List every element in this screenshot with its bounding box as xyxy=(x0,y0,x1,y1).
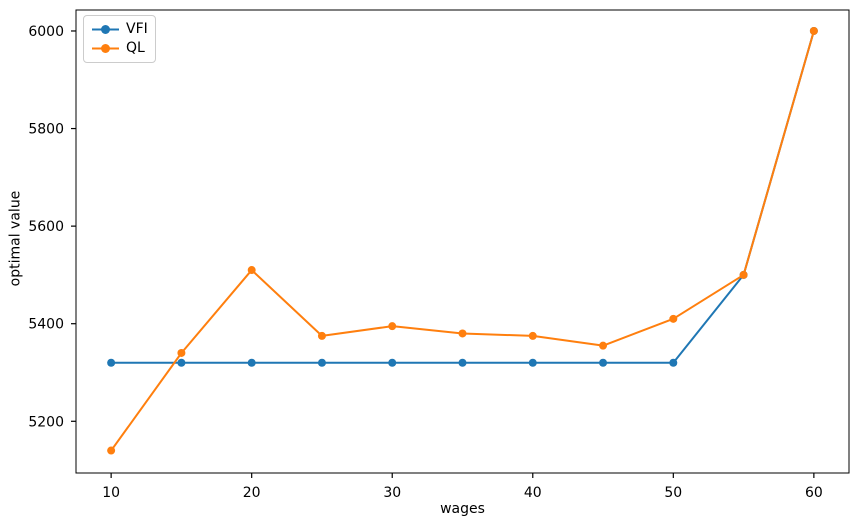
x-tick-label: 20 xyxy=(243,485,261,501)
x-tick-label: 30 xyxy=(383,485,401,501)
series-ql-line xyxy=(110,29,815,452)
series-ql-marker xyxy=(177,348,186,357)
y-tick-label: 5600 xyxy=(28,219,64,235)
x-tick-label: 40 xyxy=(524,485,542,501)
series-vfi-marker xyxy=(458,358,467,367)
y-tick-label: 5400 xyxy=(28,317,64,333)
ql-line-marker-icon xyxy=(92,44,119,53)
series-ql-marker xyxy=(739,270,748,279)
series-ql-marker xyxy=(458,329,467,338)
series-vfi-marker xyxy=(317,358,326,367)
series-ql-marker xyxy=(809,26,818,35)
x-tick-label: 10 xyxy=(102,485,120,501)
series-vfi-marker xyxy=(599,358,608,367)
series-vfi-marker xyxy=(177,358,186,367)
y-axis-label: optimal value xyxy=(7,190,24,287)
legend-label-vfi: VFI xyxy=(126,21,148,37)
series-ql-marker xyxy=(247,266,256,275)
x-tick-label: 50 xyxy=(664,485,682,501)
series-vfi-marker xyxy=(247,358,256,367)
series-vfi-marker xyxy=(107,358,116,367)
x-tick-label: 60 xyxy=(805,485,823,501)
axes-spines xyxy=(75,9,850,474)
y-tick-label: 5200 xyxy=(28,414,64,430)
legend-label-ql: QL xyxy=(126,40,145,56)
x-axis-label: wages xyxy=(440,501,485,517)
series-ql-marker xyxy=(107,446,116,455)
legend-entry-ql: QL xyxy=(91,39,148,58)
y-tick-label: 6000 xyxy=(28,24,64,40)
series-vfi-marker xyxy=(669,358,678,367)
series-ql-marker xyxy=(388,322,397,331)
series-vfi-marker xyxy=(388,358,397,367)
series-vfi-marker xyxy=(528,358,537,367)
series-ql-marker xyxy=(669,314,678,323)
y-tick-label: 5800 xyxy=(28,122,64,138)
series-ql-marker xyxy=(528,331,537,340)
series-ql-marker xyxy=(599,341,608,350)
series-ql-marker xyxy=(317,331,326,340)
legend-entry-vfi: VFI xyxy=(91,20,148,39)
legend: VFI QL xyxy=(83,15,156,63)
vfi-line-marker-icon xyxy=(92,25,119,34)
